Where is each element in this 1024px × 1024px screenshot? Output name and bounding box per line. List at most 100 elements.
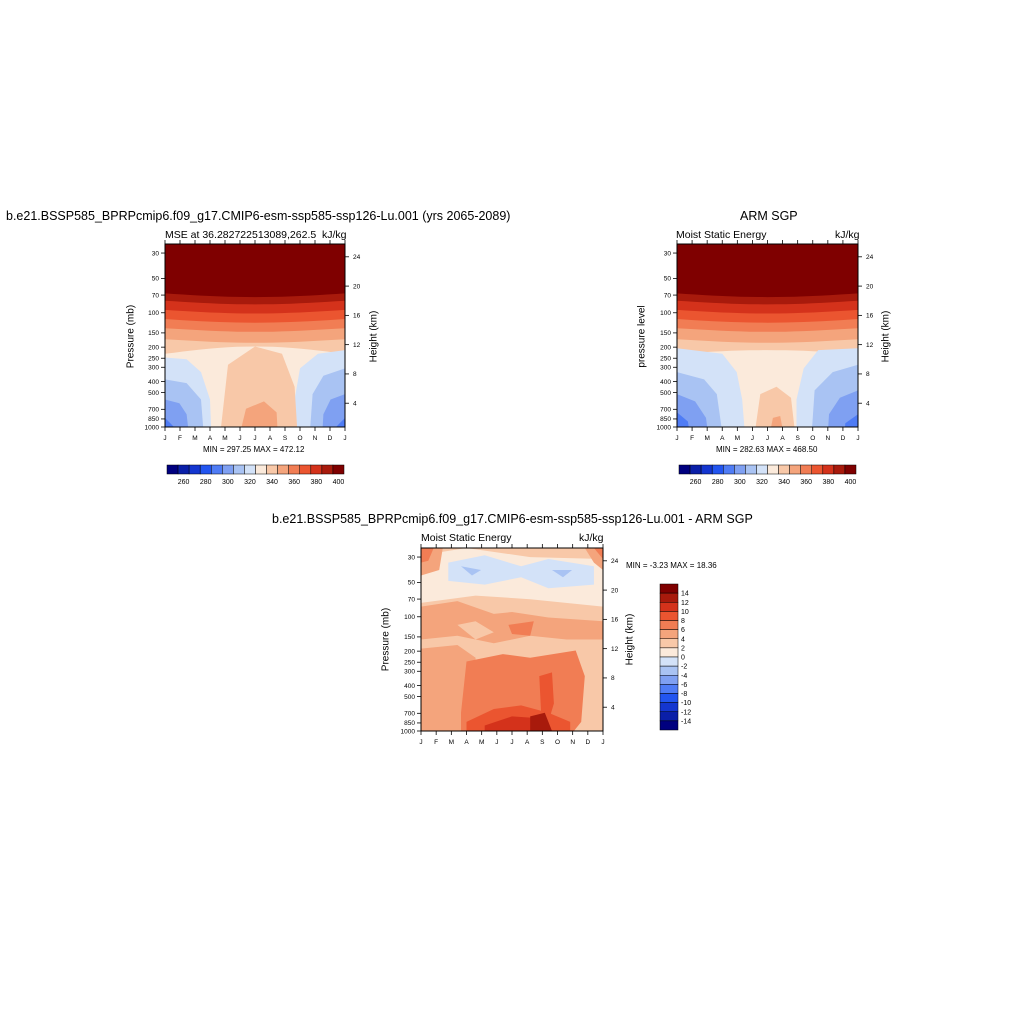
panel3-contour-band-7 — [421, 548, 434, 563]
colorbar-1: 260 280 300 320 340 360 380 400 — [166, 464, 345, 486]
panel2-ytick-right-label: 8 — [866, 371, 870, 378]
panel2-ytick-label: 200 — [660, 344, 671, 351]
colorbar-2-box — [700, 464, 713, 475]
panel1-xtick-label: J — [343, 435, 346, 442]
panel1-ytick-right-label: 8 — [353, 371, 357, 378]
colorbar-2-box — [822, 464, 835, 475]
colorbar-2-box — [833, 464, 846, 475]
panel1-contour-band-15 — [336, 417, 345, 427]
panel2-xtick-label: D — [841, 435, 846, 442]
panel2-xtick-label: A — [720, 435, 725, 442]
panel3-units: kJ/kg — [579, 532, 604, 544]
panel3-ytick-label: 700 — [404, 711, 415, 718]
panel1-contour-band-16 — [221, 346, 298, 427]
panel2-contour-band-13 — [828, 390, 858, 427]
panel1-ytick-label: 400 — [148, 379, 159, 386]
panel3-ytick-right-label: 20 — [611, 587, 619, 594]
colorbar-1-box — [266, 464, 278, 475]
colorbar-1-box — [199, 464, 212, 475]
panel3-contour-band-10 — [457, 621, 494, 640]
colorbar-1-label: 340 — [266, 479, 278, 486]
panel1-xtick-label: A — [268, 435, 273, 442]
panel2-xtick-label: J — [856, 435, 859, 442]
colorbar-1-label: 360 — [288, 479, 300, 486]
colorbar-3-label: 10 — [681, 609, 689, 616]
panel3-xtick-label: O — [555, 739, 560, 746]
panel1-units: kJ/kg — [322, 229, 347, 241]
colorbar-2-label: 360 — [800, 479, 812, 486]
colorbar-2-box — [723, 464, 735, 475]
colorbar-3-label: 12 — [681, 600, 689, 607]
panel3-xtick-label: J — [495, 739, 498, 746]
colorbar-3-label: -6 — [681, 682, 687, 689]
panel3-ytick-label: 70 — [408, 596, 416, 603]
panel1-contour-band-17 — [241, 401, 278, 427]
colorbar-3-box — [659, 720, 679, 731]
colorbar-2-box — [689, 464, 702, 475]
panel3-ytick-label: 500 — [404, 694, 415, 701]
colorbar-3-box — [659, 638, 679, 649]
panel1-minmax: MIN = 297.25 MAX = 472.12 — [203, 445, 305, 454]
panel3-contour-band-3 — [461, 566, 482, 576]
colorbar-3-label: -12 — [681, 709, 691, 716]
panel3-title: b.e21.BSSP585_BPRPcmip6.f09_g17.CMIP6-es… — [272, 512, 753, 526]
colorbar-3-label: 6 — [681, 627, 685, 634]
colorbar-1-label: 260 — [178, 479, 190, 486]
colorbar-2-label: 400 — [845, 479, 857, 486]
panel3-xtick-label: S — [540, 739, 545, 746]
panel3-ytick-label: 150 — [404, 634, 415, 641]
panel2-title: ARM SGP — [740, 209, 798, 223]
panel3-ytick-right-label: 12 — [611, 646, 619, 653]
panel2-xtick-label: F — [690, 435, 694, 442]
panel2-ytick-label: 70 — [664, 292, 672, 299]
panel1-ytick-right-label: 12 — [353, 342, 361, 349]
panel1-ytick-label: 850 — [148, 416, 159, 423]
panel1-ytick-label: 300 — [148, 365, 159, 372]
panel2-ytick-right-label: 12 — [866, 342, 874, 349]
panel2-xtick-label: J — [751, 435, 754, 442]
colorbar-1-box — [233, 464, 245, 475]
colorbar-3-label: 0 — [681, 655, 685, 662]
colorbar-1-label: 380 — [311, 479, 323, 486]
panel3-contour-band-4 — [552, 570, 573, 578]
panel2-ytick-label: 30 — [664, 250, 672, 257]
panel3-left-string: Moist Static Energy — [421, 532, 512, 544]
panel3-contour-band-14 — [539, 672, 554, 722]
panel2-ytick-label: 50 — [664, 276, 672, 283]
panel2-contour-band-16 — [755, 386, 795, 427]
colorbar-3-box — [659, 602, 679, 612]
colorbar-3-box — [659, 684, 679, 694]
colorbar-3-label: -2 — [681, 664, 687, 671]
panel2-xtick-label: O — [810, 435, 815, 442]
colorbar-1-box — [288, 464, 300, 475]
panel3-xtick-label: N — [570, 739, 575, 746]
panel3-ytick-label: 1000 — [401, 728, 416, 735]
panel1-ytick-label: 150 — [148, 330, 159, 337]
panel3-xtick-label: A — [525, 739, 530, 746]
panel1-xtick-label: J — [238, 435, 241, 442]
panel3-contour-band-9 — [421, 601, 603, 644]
colorbar-1-box — [332, 464, 345, 475]
panel3-ytick-label: 200 — [404, 648, 415, 655]
panel3-ytick-label: 50 — [408, 580, 416, 587]
panel3-ytick-label: 400 — [404, 683, 415, 690]
colorbar-3-box — [659, 647, 679, 658]
panel2-contour-band-14 — [677, 412, 689, 427]
panel2-units: kJ/kg — [835, 229, 860, 241]
panel1-contour-band-14 — [165, 417, 174, 427]
panel1-ytick-label: 50 — [152, 276, 160, 283]
colorbar-3-box — [659, 693, 679, 703]
panel2-ytick-label: 500 — [660, 390, 671, 397]
panel2-ytick-label: 1000 — [657, 424, 672, 431]
panel2-xtick-label: J — [766, 435, 769, 442]
panel1-ytick-label: 200 — [148, 344, 159, 351]
panel3-xtick-label: M — [449, 739, 454, 746]
panel2-ytick-label: 850 — [660, 416, 671, 423]
colorbar-2-box — [800, 464, 812, 475]
panel3-ytick-label: 850 — [404, 720, 415, 727]
colorbar-3-box — [659, 656, 679, 667]
panel3-ytick-right-label: 8 — [611, 675, 615, 682]
panel3-ytick-label: 250 — [404, 660, 415, 667]
colorbar-2-label: 260 — [690, 479, 702, 486]
panel2-xtick-label: M — [735, 435, 740, 442]
